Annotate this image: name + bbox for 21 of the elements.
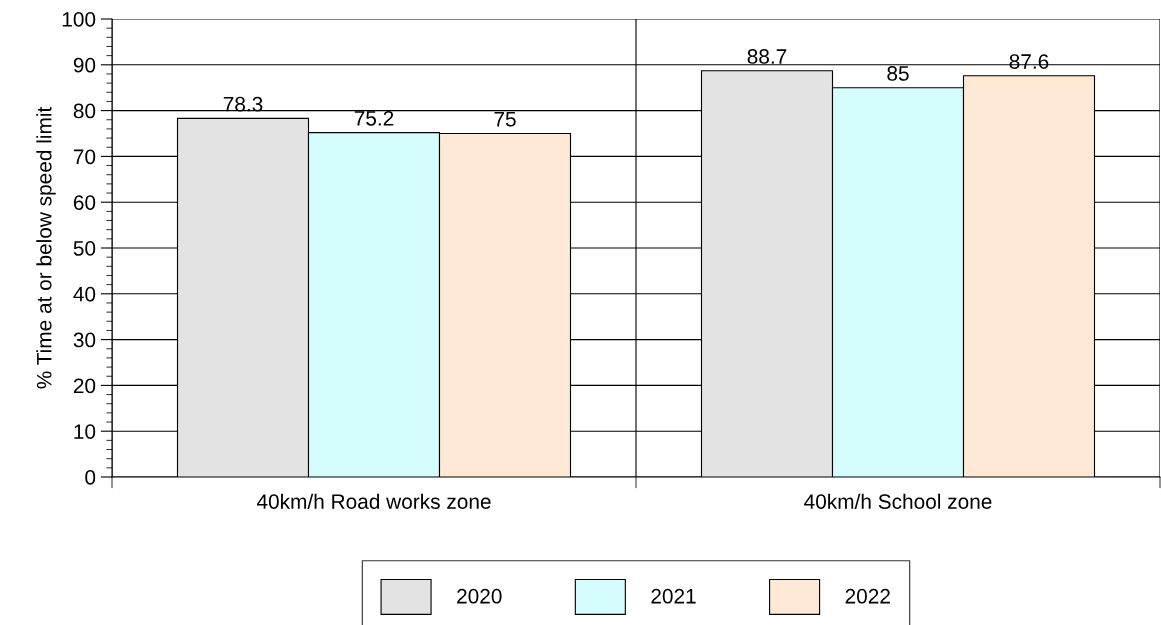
y-tick-label: 100: [62, 12, 96, 27]
data-label: 85: [887, 66, 909, 81]
data-label: 75: [494, 112, 516, 127]
y-tick-label: 0: [85, 470, 96, 485]
y-tick-label: 60: [73, 195, 96, 210]
y-tick-label: 20: [73, 378, 96, 394]
x-tick-label: 40km/h School zone: [804, 493, 992, 509]
legend-label: 2020: [457, 588, 502, 604]
y-tick-label: 70: [73, 149, 96, 165]
y-tick-label: 10: [74, 424, 96, 439]
data-label: 75.2: [354, 110, 394, 126]
x-tick-label: 40km/h Road works zone: [256, 493, 491, 509]
legend-label: 2021: [651, 588, 696, 604]
legend-label: 2022: [845, 588, 890, 604]
y-axis-title: % Time at or below speed limit: [36, 106, 56, 389]
y-tick-label: 90: [73, 57, 96, 73]
y-tick-label: 30: [73, 332, 96, 348]
y-tick-label: 40: [73, 286, 96, 302]
y-tick-label: 50: [73, 241, 96, 256]
data-label: 88.7: [747, 49, 787, 64]
y-tick-label: 80: [73, 103, 96, 119]
